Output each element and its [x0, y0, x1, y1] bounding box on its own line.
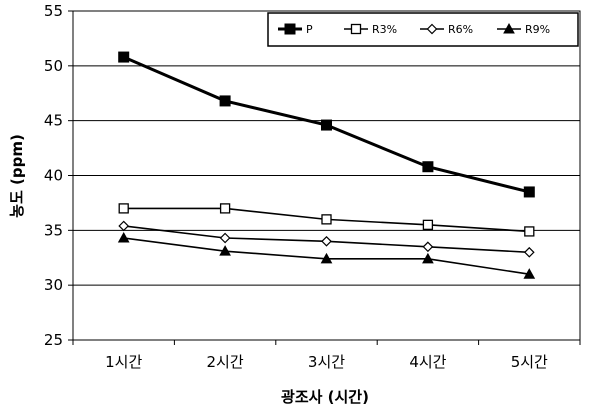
data-point — [118, 51, 130, 63]
data-point — [219, 232, 231, 244]
legend-label: P — [306, 23, 313, 36]
series-r3pct — [118, 203, 535, 237]
x-tick-label: 2시간 — [207, 353, 244, 371]
data-point — [523, 246, 535, 258]
data-point — [524, 226, 535, 237]
series-group — [117, 51, 536, 279]
data-point — [321, 235, 332, 247]
data-point — [321, 214, 332, 225]
data-point — [118, 220, 130, 232]
legend-label: R6% — [448, 23, 473, 36]
y-tick-label: 35 — [44, 221, 63, 239]
data-point — [320, 252, 333, 264]
data-point — [219, 245, 231, 256]
data-point — [422, 219, 434, 231]
data-point — [321, 119, 332, 131]
legend-label: R9% — [525, 23, 550, 36]
series-r6pct — [118, 220, 535, 258]
x-axis-ticks: 1시간 2시간 3시간 4시간 5시간 — [72, 340, 581, 371]
x-axis-label: 광조사 (시간) — [281, 388, 369, 406]
legend-marker — [284, 23, 296, 35]
data-point — [118, 203, 129, 214]
data-point — [422, 252, 434, 264]
data-point — [523, 186, 535, 198]
data-point — [219, 95, 231, 107]
grid-lines — [73, 65, 580, 286]
data-point — [219, 203, 231, 214]
x-tick-label: 1시간 — [105, 353, 142, 371]
y-tick-label: 40 — [44, 167, 63, 185]
y-axis-ticks: 25 30 35 40 45 50 55 — [44, 2, 73, 349]
y-tick-label: 30 — [44, 276, 63, 294]
y-axis-label: 농도 (ppm) — [8, 134, 26, 218]
data-point — [523, 268, 536, 279]
x-tick-label: 4시간 — [409, 353, 446, 371]
series-p — [118, 51, 535, 198]
x-tick-label: 5시간 — [511, 353, 548, 371]
series-r9pct — [117, 231, 536, 279]
y-tick-label: 55 — [44, 2, 63, 20]
x-tick-label: 3시간 — [308, 353, 345, 371]
data-point — [117, 231, 130, 243]
legend-marker — [503, 22, 515, 34]
y-tick-label: 50 — [44, 57, 63, 75]
data-point — [422, 161, 434, 173]
y-tick-label: 45 — [44, 112, 63, 130]
legend-marker — [350, 23, 362, 35]
legend-marker — [426, 23, 438, 35]
y-tick-label: 25 — [44, 331, 63, 349]
legend-label: R3% — [372, 23, 397, 36]
data-point — [422, 241, 434, 253]
legend: P R3% R6% R9% — [267, 12, 579, 47]
